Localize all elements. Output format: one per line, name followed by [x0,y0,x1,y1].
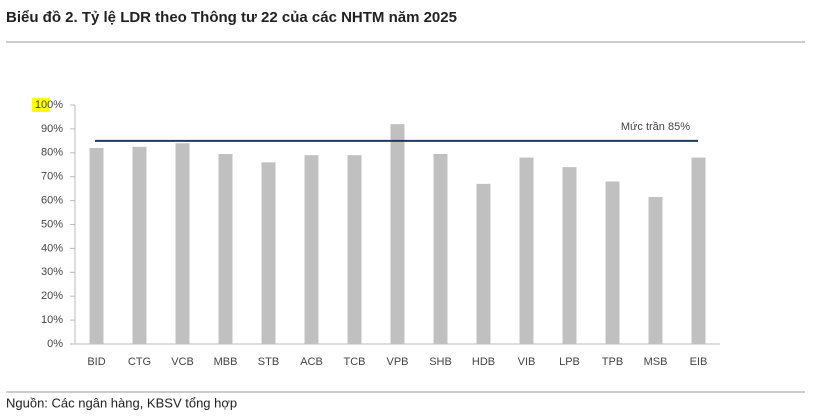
bar [605,181,620,344]
y-tick-label: 90% [41,123,63,135]
bar [304,155,319,344]
x-tick-label: SHB [429,356,452,368]
bar [562,167,577,344]
bar [218,153,233,344]
x-tick-label: ACB [300,356,323,368]
reference-label: Mức trần 85% [621,121,690,133]
chart-title: Biểu đồ 2. Tỷ lệ LDR theo Thông tư 22 củ… [6,9,457,26]
y-tick-label: 80% [41,147,63,159]
x-tick-label: VCB [171,356,194,368]
bar [390,124,405,345]
bar [132,146,147,344]
y-tick-label: 40% [41,242,63,254]
x-tick-label: TPB [602,356,623,368]
x-tick-label: BID [87,356,105,368]
bar [175,143,190,344]
y-tick-label: 50% [41,218,63,230]
bar [433,153,448,344]
x-tick-label: VIB [518,356,536,368]
y-tick-label: 70% [41,171,63,183]
y-tick-label: 100% [35,99,63,111]
x-tick-label: HDB [472,356,495,368]
x-tick-label: TCB [344,356,366,368]
y-tick-label: 30% [41,266,63,278]
bar [648,197,663,344]
x-tick-label: LPB [559,356,580,368]
x-tick-label: MBB [214,356,238,368]
bar [261,162,276,344]
bar [519,157,534,344]
bar [89,148,104,344]
y-tick-label: 0% [47,338,63,350]
tick-highlight [32,98,49,112]
y-tick-label: 60% [41,195,63,207]
bar [691,157,706,344]
bar [347,155,362,344]
x-tick-label: MSB [644,356,668,368]
x-tick-label: STB [258,356,279,368]
bar [476,183,491,344]
y-tick-label: 20% [41,290,63,302]
x-tick-label: CTG [128,356,151,368]
y-tick-label: 10% [41,314,63,326]
source-note: Nguồn: Các ngân hàng, KBSV tổng hợp [6,395,237,410]
x-tick-label: VPB [386,356,408,368]
x-tick-label: EIB [690,356,708,368]
